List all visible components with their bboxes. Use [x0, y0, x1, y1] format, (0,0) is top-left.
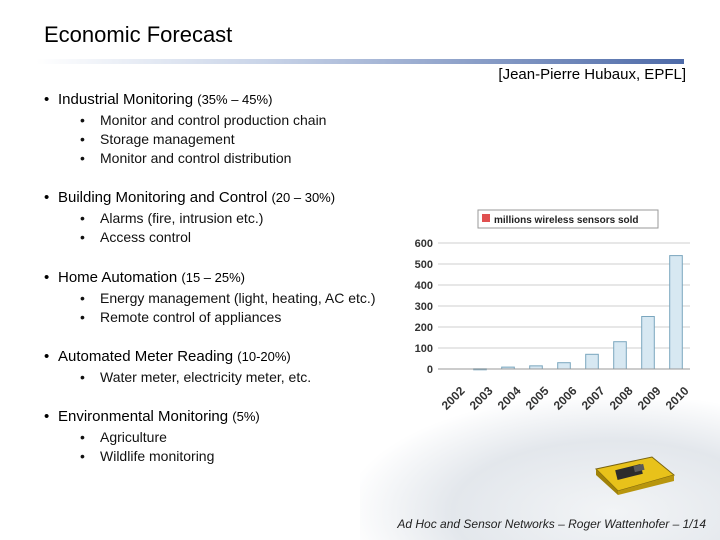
sub-bullet: • Alarms (fire, intrusion etc.)	[80, 210, 264, 226]
x-tick-label: 2005	[523, 384, 552, 413]
sub-bullet: • Access control	[80, 229, 192, 245]
bullet-industrial-monitoring: • Industrial Monitoring (35% – 45%)	[44, 91, 273, 108]
x-tick-label: 2002	[439, 384, 468, 413]
sub-bullet: • Storage management	[80, 131, 235, 147]
y-tick-label: 400	[415, 280, 433, 292]
bar-2009	[641, 316, 655, 370]
x-tick-label: 2008	[607, 384, 636, 413]
x-tick-label: 2003	[467, 384, 496, 413]
bullet-automated-meter-reading: • Automated Meter Reading (10-20%)	[44, 348, 291, 365]
slide-title: Economic Forecast	[44, 22, 233, 47]
sensor-device-image	[594, 456, 676, 495]
x-tick-label: 2004	[495, 384, 524, 413]
y-axis-ticks: 0 100 200 300 400 500 600	[415, 238, 433, 376]
y-tick-label: 100	[415, 343, 433, 355]
y-tick-label: 600	[415, 238, 433, 250]
x-tick-label: 2007	[579, 384, 608, 413]
x-tick-label: 2006	[551, 384, 580, 413]
legend-label: millions wireless sensors sold	[494, 215, 639, 226]
x-tick-label: 2009	[635, 384, 664, 413]
sensors-sold-chart: millions wireless sensors sold 010020030…	[415, 209, 692, 413]
sub-bullet: • Water meter, electricity meter, etc.	[80, 369, 312, 385]
slide-footer: Ad Hoc and Sensor Networks – Roger Watte…	[397, 517, 706, 531]
bar-2010	[669, 255, 683, 370]
sub-bullet: • Monitor and control production chain	[80, 112, 327, 128]
chart-bars	[473, 255, 683, 371]
x-tick-label: 2010	[663, 384, 692, 413]
y-tick-label: 500	[415, 259, 433, 271]
y-tick-label: 200	[415, 322, 433, 334]
sub-bullet: • Wildlife monitoring	[80, 448, 215, 464]
bar-2007	[585, 353, 599, 370]
bullet-home-automation: • Home Automation (15 – 25%)	[44, 269, 245, 286]
legend-marker	[482, 214, 490, 222]
x-axis-ticks: 2002 2003 2004 2005 2006 2007 2008 2009 2010	[439, 384, 692, 413]
y-tick-label: 300	[415, 301, 433, 313]
bar-2006	[557, 362, 571, 370]
title-underline	[36, 59, 684, 64]
citation: [Jean-Pierre Hubaux, EPFL]	[498, 66, 686, 83]
bar-2008	[613, 341, 627, 370]
bullet-building-monitoring: • Building Monitoring and Control (20 – 3…	[44, 189, 336, 206]
sub-bullet: • Agriculture	[80, 429, 167, 445]
sub-bullet: • Remote control of appliances	[80, 309, 282, 325]
sub-bullet: • Energy management (light, heating, AC e…	[80, 290, 376, 306]
sub-bullet: • Monitor and control distribution	[80, 150, 292, 166]
chart-legend	[477, 209, 659, 229]
y-tick-label: 0	[427, 364, 433, 376]
bullet-environmental-monitoring: • Environmental Monitoring (5%)	[44, 408, 260, 425]
